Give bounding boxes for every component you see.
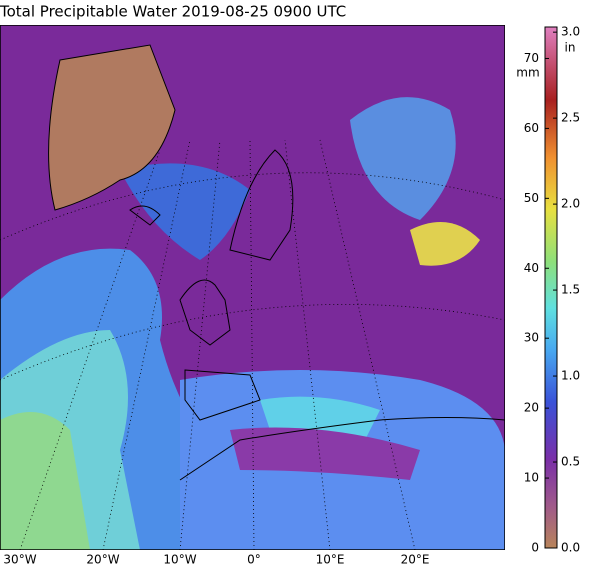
longitude-label: 20°W xyxy=(86,553,119,567)
colorbar-tick-label: 0.0 xyxy=(561,541,580,555)
title: Total Precipitable Water 2019-08-25 0900… xyxy=(0,3,346,21)
colorbar xyxy=(544,26,558,549)
colorbar-tick-label: 0.5 xyxy=(561,455,580,469)
colorbar-tick-label: 20 xyxy=(524,401,539,415)
colorbar-tick-label: 3.0 xyxy=(561,25,580,39)
colorbar-tick-label: 60 xyxy=(524,121,539,135)
colorbar-tick-label: 2.5 xyxy=(561,111,580,125)
longitude-labels: 30°W 20°W 10°W 0° 10°E 20°E xyxy=(3,553,429,567)
colorbar-unit-mm: mm xyxy=(516,66,539,80)
longitude-label: 30°W xyxy=(3,553,36,567)
colorbar-tick-label: 40 xyxy=(524,261,539,275)
colorbar-tick-label: 2.0 xyxy=(561,197,580,211)
colorbar-tick-label: 1.0 xyxy=(561,369,580,383)
longitude-label: 20°E xyxy=(401,553,430,567)
colorbar-tick-label: 70 xyxy=(524,51,539,65)
colorbar-tick-label: 0 xyxy=(531,541,539,555)
longitude-label: 10°W xyxy=(163,553,196,567)
longitude-label: 10°E xyxy=(316,553,345,567)
colorbar-unit-in: in xyxy=(565,41,576,55)
colorbar-tick-label: 30 xyxy=(524,331,539,345)
longitude-label: 0° xyxy=(247,553,261,567)
colorbar-tick-label: 50 xyxy=(524,191,539,205)
colorbar-tick-label: 1.5 xyxy=(561,283,580,297)
map xyxy=(0,25,505,550)
colorbar-tick-label: 10 xyxy=(524,471,539,485)
